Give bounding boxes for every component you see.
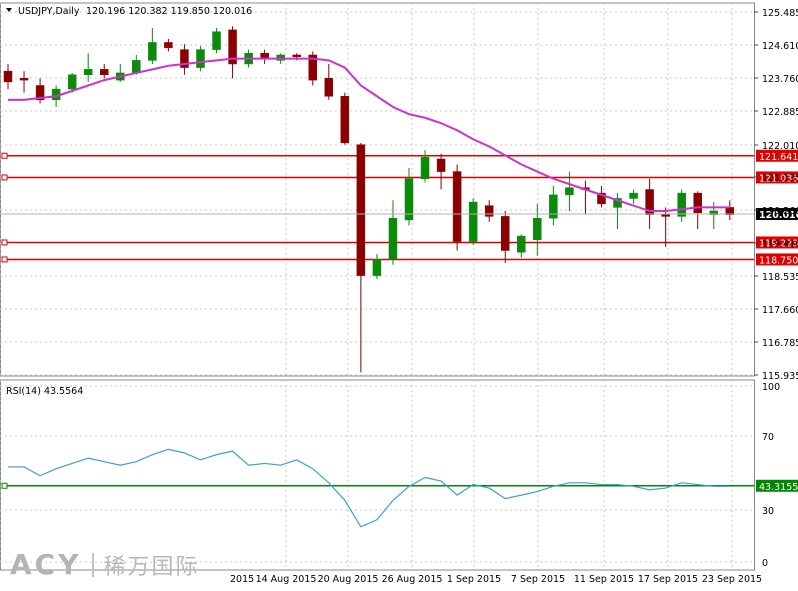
price-tick-label: 119.410 [762, 239, 798, 250]
candle-body [677, 192, 686, 217]
rsi-tick-label: 0 [762, 558, 768, 569]
x-tick-label: 26 Aug 2015 [382, 574, 443, 585]
price-tick-label: 118.535 [762, 272, 798, 283]
price-tick-label: 122.010 [762, 141, 798, 152]
candle-body [645, 189, 654, 215]
rsi-tick-label: 100 [762, 382, 780, 393]
candle-body [292, 54, 301, 58]
level-label: 118.750 [759, 255, 798, 266]
candle-body [148, 42, 157, 61]
x-tick-label: 17 Sep 2015 [638, 574, 698, 585]
price-tick-label: 115.935 [762, 371, 798, 382]
candle-body [372, 259, 382, 276]
level-label-bg [756, 253, 798, 266]
rsi-level-marker [1, 482, 8, 489]
rsi-tick-label: 70 [762, 432, 774, 443]
current-price-label: 120.016 [759, 210, 798, 221]
x-tick-label: 14 Aug 2015 [256, 574, 317, 585]
candle-body [99, 69, 109, 75]
x-tick-label: 11 Sep 2015 [574, 574, 634, 585]
axis-layer: 125.485 124.610 123.760 122.885 122.010 121.1… [6, 8, 798, 585]
candle-body [709, 210, 719, 215]
price-panel: 121.641 121.036 119.223 118.750 120.016 [0, 26, 798, 373]
candle-body [180, 49, 189, 68]
candle-body [340, 96, 350, 144]
rsi-line [8, 448, 730, 528]
level-marker [1, 256, 8, 263]
price-tick-label: 124.610 [762, 41, 798, 52]
x-tick-label: 1 Sep 2015 [447, 574, 501, 585]
level-marker [1, 152, 8, 159]
candle-body [565, 187, 574, 196]
candle-body [132, 60, 141, 74]
rsi-panel: 43.3155 [1, 448, 798, 528]
candle-body [3, 70, 13, 83]
price-tick-label: 120.260 [762, 206, 798, 217]
x-tick-label: 20 Aug 2015 [318, 574, 379, 585]
candle-body [661, 214, 670, 217]
candle-body [35, 85, 45, 101]
dropdown-triangle-icon [6, 8, 12, 12]
x-tick-label: 7 Sep 2015 [511, 574, 565, 585]
price-tick-label: 125.485 [762, 8, 798, 19]
price-tick-label: 121.135 [762, 173, 798, 184]
candle-body [356, 144, 366, 276]
x-tick-label: 23 Sep 2015 [702, 574, 762, 585]
rsi-level-label: 43.3155 [759, 482, 798, 493]
candle-body [212, 31, 221, 50]
rsi-tick-label: 30 [762, 506, 774, 517]
candle-body [597, 192, 606, 205]
level-label-bg [756, 149, 798, 162]
price-tick-label: 123.760 [762, 74, 798, 85]
candle-body [500, 216, 510, 251]
current-price-bg [756, 208, 798, 221]
level-label-bg [756, 236, 798, 249]
candle-body [83, 69, 93, 75]
candle-body [19, 78, 29, 81]
candle-body [725, 207, 735, 215]
candle-body [388, 217, 398, 260]
candle-body [228, 29, 237, 65]
candle-body [517, 235, 526, 253]
moving-average-line [8, 57, 730, 213]
level-label: 121.641 [759, 152, 798, 163]
candle-body [549, 194, 558, 219]
candle-body [629, 192, 638, 199]
level-label-bg [756, 171, 798, 184]
price-tick-label: 122.885 [762, 107, 798, 118]
candle-body [164, 42, 173, 49]
candle-body [452, 171, 462, 242]
candle-body [324, 78, 334, 97]
candle-body [613, 198, 622, 208]
candle-body [308, 54, 318, 81]
symbol-label: USDJPY,Daily [18, 6, 80, 17]
price-tick-label: 116.785 [762, 338, 798, 349]
rsi-title: RSI(14) 43.5564 [6, 386, 83, 397]
candle-body [484, 205, 494, 217]
level-label: 121.036 [759, 173, 798, 184]
rsi-level-label-bg [756, 479, 798, 492]
price-tick-label: 117.660 [762, 305, 798, 316]
candle-body [693, 192, 702, 214]
candle-body [533, 217, 542, 240]
level-marker [1, 239, 8, 246]
candle-body [420, 156, 430, 179]
x-tick-label: 2015 [230, 574, 254, 585]
candle-body [404, 178, 414, 221]
candle-body [67, 74, 77, 90]
level-marker [1, 174, 8, 181]
candle-body [468, 201, 478, 242]
ohlc-values: 120.196 120.382 119.850 120.016 [86, 6, 252, 17]
candle-body [196, 49, 205, 68]
level-label: 119.223 [759, 238, 798, 249]
candle-body [436, 158, 446, 172]
